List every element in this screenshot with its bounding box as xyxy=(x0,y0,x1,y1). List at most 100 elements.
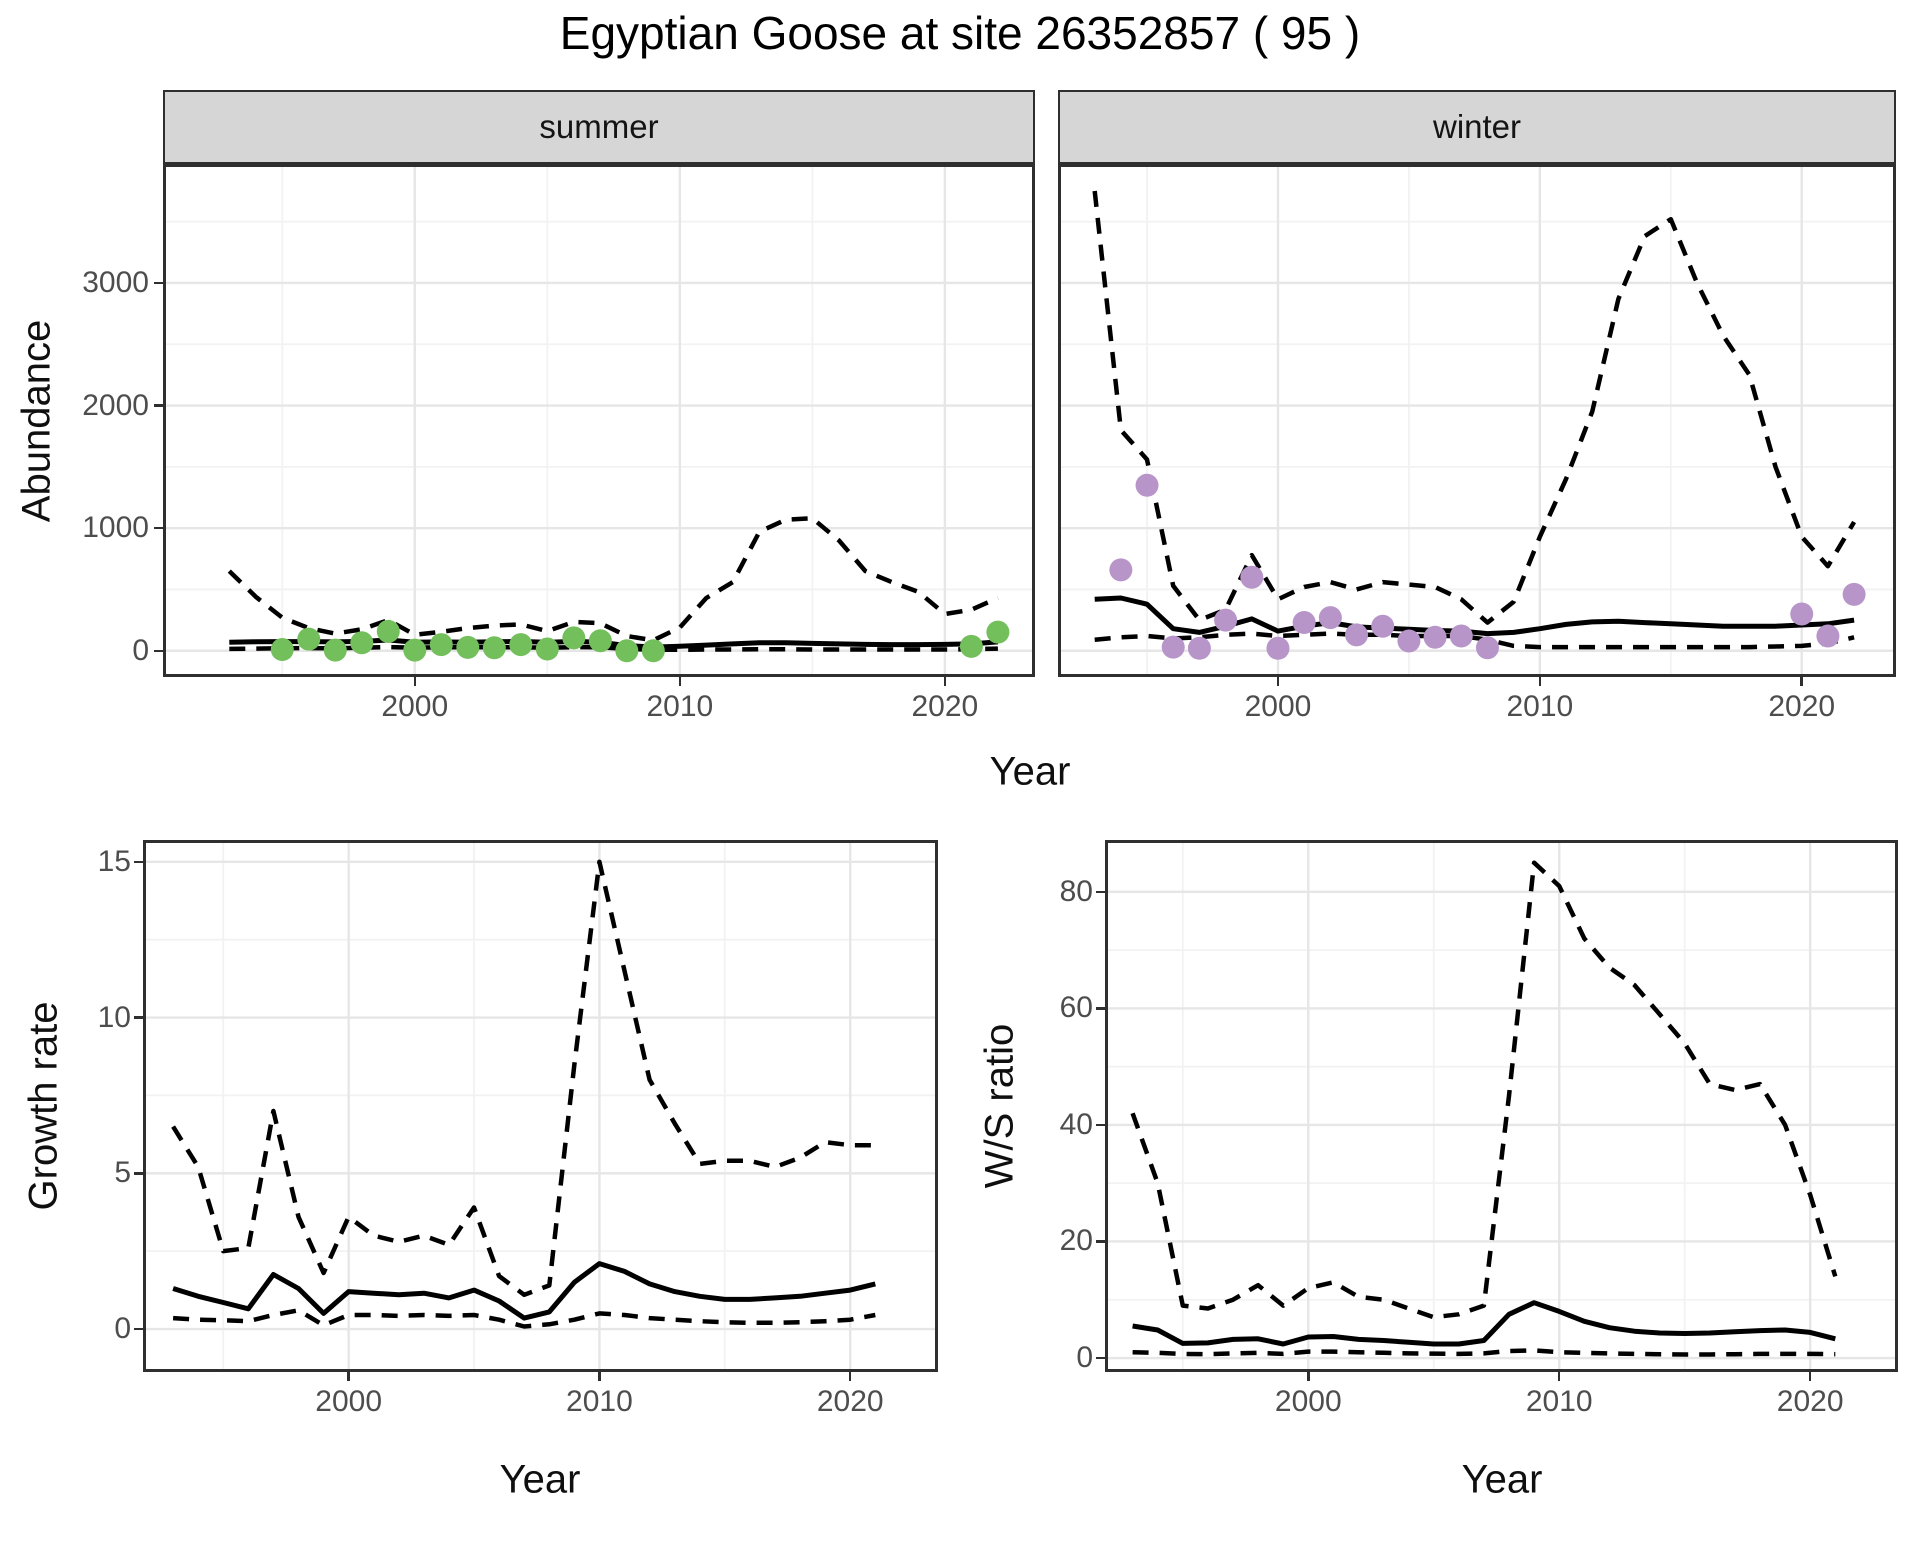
y-tick-label: 0 xyxy=(132,633,149,667)
y-tick-mark xyxy=(1096,1123,1105,1127)
chart-growth-rate xyxy=(143,840,938,1372)
x-tick-label: 2010 xyxy=(646,690,714,723)
observation-point xyxy=(1790,602,1814,626)
series-lower-ci xyxy=(172,1308,876,1329)
x-tick-label: 2020 xyxy=(816,1385,884,1418)
observation-point xyxy=(1423,625,1447,649)
observation-point xyxy=(1816,624,1840,648)
observation-point xyxy=(1449,624,1473,648)
x-tick-mark xyxy=(943,677,947,686)
observation-point xyxy=(376,619,400,643)
observation-point xyxy=(482,636,506,660)
observation-point xyxy=(959,634,983,658)
observation-point xyxy=(1292,611,1316,635)
observation-point xyxy=(1214,608,1238,632)
observation-point xyxy=(1109,558,1133,582)
chart-abundance-winter xyxy=(1058,164,1896,677)
x-tick-label: 2020 xyxy=(1768,690,1836,723)
series-lower-ci xyxy=(229,644,998,653)
y-tick-mark xyxy=(1096,1356,1105,1360)
facet-strip-summer-label: summer xyxy=(539,108,659,145)
y-tick-label: 0 xyxy=(1076,1341,1093,1374)
x-tick-mark xyxy=(1307,1372,1310,1381)
x-tick-label: 2020 xyxy=(1776,1385,1844,1418)
y-tick-mark xyxy=(134,860,143,864)
y-tick-label: 20 xyxy=(1059,1224,1093,1258)
observation-point xyxy=(1475,636,1499,660)
y-axis-label-ws-ratio: W/S ratio xyxy=(977,1023,1022,1189)
y-tick-mark xyxy=(154,281,163,285)
observation-point xyxy=(641,639,665,663)
x-tick-label: 2010 xyxy=(1525,1385,1593,1418)
facet-strip-winter: winter xyxy=(1058,90,1896,164)
observation-point xyxy=(297,627,321,651)
y-tick-mark xyxy=(134,1327,143,1331)
y-tick-mark xyxy=(1096,1007,1105,1010)
y-tick-mark xyxy=(1096,1240,1105,1243)
series-lower-ci xyxy=(1094,631,1855,650)
observation-point xyxy=(1842,582,1866,606)
y-tick-mark xyxy=(154,649,163,652)
x-tick-label: 2010 xyxy=(566,1385,633,1418)
observation-point xyxy=(350,631,374,655)
observation-point xyxy=(562,626,586,650)
x-tick-mark xyxy=(1800,677,1803,686)
x-tick-label: 2020 xyxy=(911,690,979,723)
facet-strip-summer: summer xyxy=(163,90,1035,164)
observation-point xyxy=(429,633,453,657)
y-tick-label: 10 xyxy=(97,1000,131,1034)
observation-point xyxy=(1371,614,1395,638)
y-axis-label-growth-rate: Growth rate xyxy=(21,1001,66,1211)
observation-point xyxy=(1318,606,1342,630)
observation-point xyxy=(456,635,480,659)
y-tick-label: 2000 xyxy=(82,388,149,422)
series-upper-ci xyxy=(1092,190,1857,625)
plot-title: Egyptian Goose at site 26352857 ( 95 ) xyxy=(559,7,1361,59)
x-tick-mark xyxy=(413,677,417,686)
series-estimate xyxy=(172,1261,876,1321)
chart-abundance-summer xyxy=(163,164,1035,677)
observation-point xyxy=(1240,565,1264,589)
observation-point xyxy=(323,638,347,662)
y-tick-mark xyxy=(154,404,163,407)
y-tick-label: 1000 xyxy=(82,511,149,545)
y-tick-label: 40 xyxy=(1059,1107,1093,1141)
x-axis-label-year-bottom-right: Year xyxy=(1461,1457,1543,1502)
x-tick-label: 2000 xyxy=(315,1385,383,1418)
x-axis-label-year-top: Year xyxy=(989,749,1071,794)
y-tick-label: 80 xyxy=(1059,874,1093,908)
x-tick-mark xyxy=(678,677,682,686)
x-tick-mark xyxy=(598,1372,601,1381)
y-tick-label: 5 xyxy=(114,1156,131,1190)
observation-point xyxy=(1266,636,1290,660)
y-axis-label-abundance: Abundance xyxy=(14,319,59,523)
observation-point xyxy=(1345,623,1369,647)
facet-strip-winter-label: winter xyxy=(1432,108,1522,145)
y-tick-mark xyxy=(154,526,163,530)
y-tick-mark xyxy=(134,1172,143,1175)
observation-point xyxy=(986,620,1010,644)
series-lower-ci xyxy=(1132,1348,1836,1357)
x-tick-mark xyxy=(1808,1372,1812,1381)
observation-point xyxy=(1161,635,1185,659)
x-axis-label-year-bottom-left: Year xyxy=(499,1457,581,1502)
y-tick-mark xyxy=(1096,890,1105,894)
series-upper-ci xyxy=(171,859,876,1298)
series-upper-ci xyxy=(227,516,999,643)
x-tick-mark xyxy=(1557,1372,1561,1381)
y-tick-label: 60 xyxy=(1059,991,1093,1025)
x-tick-label: 2000 xyxy=(381,690,449,723)
observation-point xyxy=(1187,636,1211,660)
x-tick-mark xyxy=(1276,677,1280,686)
x-tick-mark xyxy=(848,1372,852,1381)
x-tick-label: 2010 xyxy=(1506,690,1574,723)
observation-point xyxy=(270,638,294,662)
series-estimate xyxy=(1132,1300,1836,1347)
observation-point xyxy=(1135,473,1159,497)
y-tick-label: 0 xyxy=(114,1312,131,1346)
y-tick-label: 15 xyxy=(97,844,131,878)
observation-point xyxy=(1397,629,1421,653)
y-tick-mark xyxy=(134,1016,143,1019)
observation-point xyxy=(588,629,612,653)
